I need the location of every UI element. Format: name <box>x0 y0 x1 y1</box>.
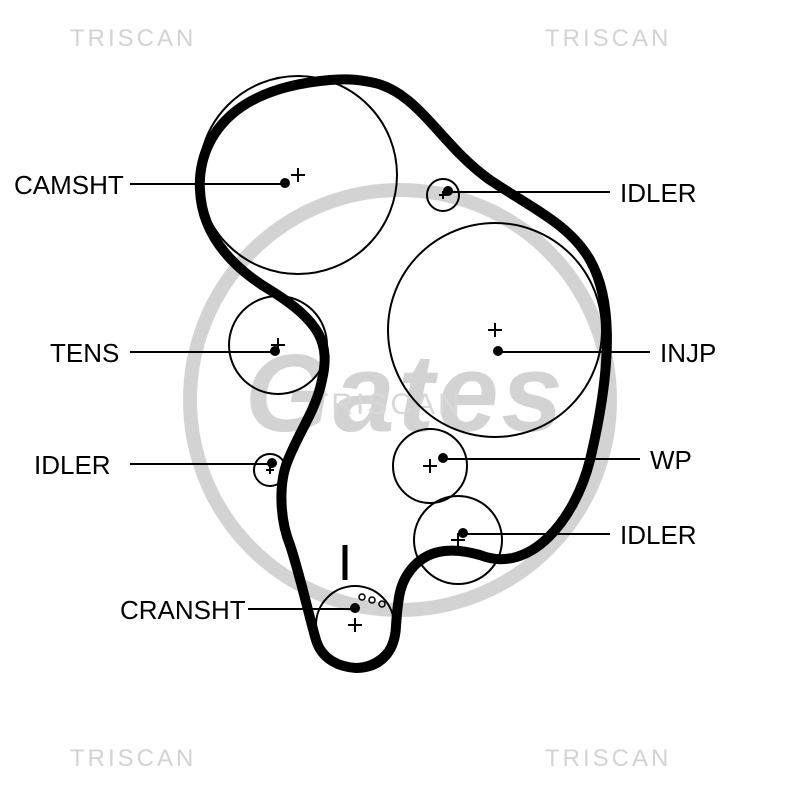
leader-idler-br <box>463 533 610 535</box>
leader-camsht <box>130 183 285 185</box>
dot-idler-tr <box>443 186 453 196</box>
leader-tens <box>130 351 275 353</box>
watermark-bl: TRISCAN <box>70 745 196 773</box>
dot-idler-br <box>458 528 468 538</box>
watermark-br: TRISCAN <box>545 745 671 773</box>
label-injp: INJP <box>660 338 716 369</box>
label-tens: TENS <box>50 338 119 369</box>
label-idler-tr: IDLER <box>620 178 697 209</box>
dot-injp <box>493 346 503 356</box>
label-wp: WP <box>650 445 692 476</box>
dot-idler-l <box>267 458 277 468</box>
leader-cransht <box>248 608 355 610</box>
diagram-canvas: Gates TRISCAN TRISCAN TRISCAN TRISCAN TR… <box>0 0 800 800</box>
leader-idler-l <box>130 463 272 465</box>
cross-wp <box>423 459 437 473</box>
watermark-tl: TRISCAN <box>70 25 196 53</box>
leader-injp <box>498 351 650 353</box>
label-cransht: CRANSHT <box>120 595 246 626</box>
label-camsht: CAMSHT <box>14 170 124 201</box>
dot-camsht <box>280 178 290 188</box>
leader-wp <box>443 458 640 460</box>
dot-tens <box>270 346 280 356</box>
leader-idler-tr <box>448 191 610 193</box>
watermark-tr: TRISCAN <box>545 25 671 53</box>
cross-cransht <box>348 618 362 632</box>
cross-camsht <box>291 168 305 182</box>
label-idler-l: IDLER <box>34 450 111 481</box>
dot-cransht <box>350 603 360 613</box>
dot-wp <box>438 453 448 463</box>
cross-injp <box>488 323 502 337</box>
label-idler-br: IDLER <box>620 520 697 551</box>
